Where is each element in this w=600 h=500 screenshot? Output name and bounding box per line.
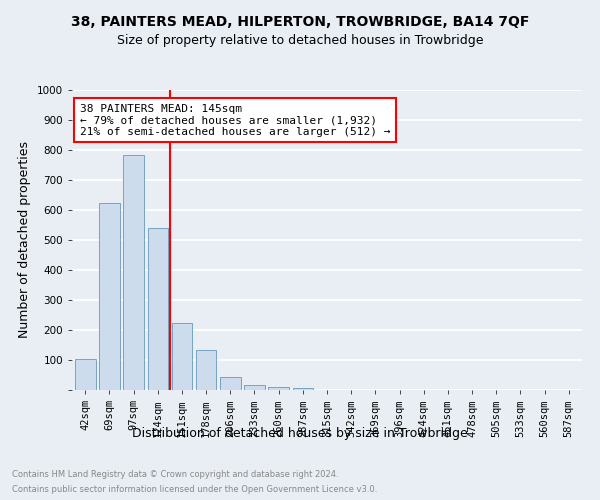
Bar (148, 228, 168, 390)
Text: Contains public sector information licensed under the Open Government Licence v3: Contains public sector information licen… (12, 485, 377, 494)
Bar (124, 155, 144, 390)
Bar (220, 377, 241, 390)
Text: Size of property relative to detached houses in Trowbridge: Size of property relative to detached ho… (117, 34, 483, 47)
Bar (244, 384, 265, 390)
Text: Contains HM Land Registry data © Crown copyright and database right 2024.: Contains HM Land Registry data © Crown c… (12, 470, 338, 479)
Bar (172, 323, 192, 390)
Bar (196, 350, 217, 390)
Text: 38, PAINTERS MEAD, HILPERTON, TROWBRIDGE, BA14 7QF: 38, PAINTERS MEAD, HILPERTON, TROWBRIDGE… (71, 15, 529, 29)
Y-axis label: Number of detached properties: Number of detached properties (18, 142, 31, 338)
Bar (293, 388, 313, 390)
Bar (99, 204, 120, 390)
Bar (75, 359, 95, 390)
Text: 38 PAINTERS MEAD: 145sqm
← 79% of detached houses are smaller (1,932)
21% of sem: 38 PAINTERS MEAD: 145sqm ← 79% of detach… (80, 104, 390, 136)
Bar (268, 386, 289, 390)
Text: Distribution of detached houses by size in Trowbridge: Distribution of detached houses by size … (132, 428, 468, 440)
